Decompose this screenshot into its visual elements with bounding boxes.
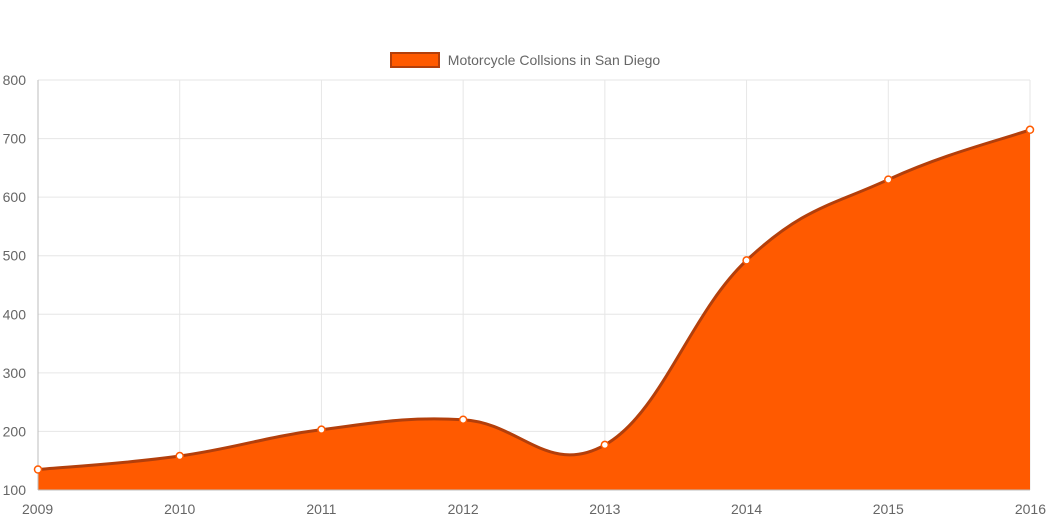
x-tick-label: 2013	[589, 501, 620, 517]
data-point	[175, 451, 184, 461]
data-point	[742, 256, 751, 265]
series-area-fill	[38, 129, 1030, 491]
y-axis-ticks: 100 200 300 400 500 600 700 800	[3, 72, 27, 498]
data-point	[884, 175, 893, 184]
x-tick-label: 2015	[873, 501, 904, 517]
legend-swatch[interactable]	[389, 52, 440, 68]
x-tick-label: 2009	[22, 501, 53, 517]
legend-label[interactable]: Motorcycle Collsions in San Diego	[447, 52, 661, 68]
x-tick-label: 2010	[164, 501, 195, 517]
y-tick-label: 500	[3, 248, 27, 264]
data-point	[33, 465, 43, 474]
y-tick-label: 400	[3, 306, 27, 322]
data-point	[317, 425, 326, 434]
data-point	[1025, 125, 1035, 135]
y-tick-label: 600	[3, 189, 27, 205]
y-tick-label: 300	[3, 365, 27, 381]
axes	[37, 80, 1030, 491]
y-tick-label: 800	[3, 72, 27, 88]
data-point	[600, 440, 610, 450]
data-point	[458, 415, 468, 424]
x-tick-label: 2011	[306, 501, 336, 517]
y-tick-label: 100	[3, 482, 27, 498]
x-tick-label: 2012	[448, 501, 479, 517]
data-points	[33, 125, 1035, 474]
x-axis-ticks: 2009 2010 2011 2012 2013 2014 2015 2016	[22, 501, 1046, 517]
x-tick-label: 2014	[731, 501, 762, 517]
y-tick-label: 200	[3, 423, 27, 439]
y-tick-label: 700	[3, 131, 27, 147]
x-tick-label: 2016	[1015, 501, 1046, 517]
chart-legend[interactable]: Motorcycle Collsions in San Diego	[0, 50, 1050, 70]
series-line	[37, 128, 1031, 471]
area-layer	[37, 128, 1031, 491]
